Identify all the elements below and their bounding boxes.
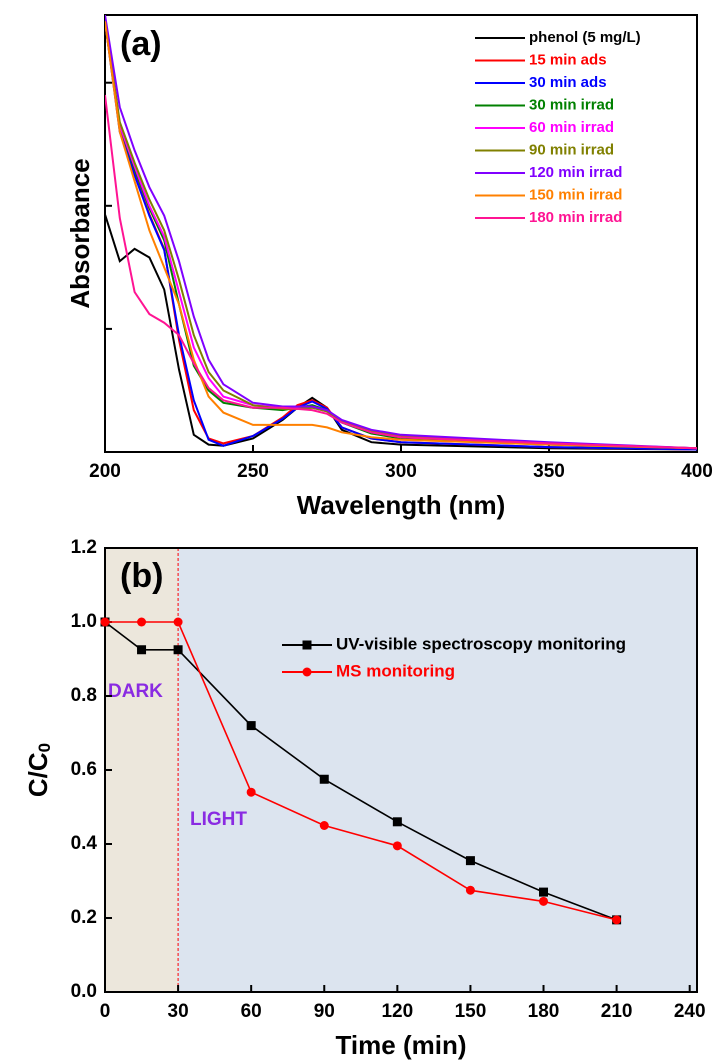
marker [173,645,183,655]
series-line [105,94,697,450]
x-axis-label: Time (min) [336,1030,467,1060]
x-tick-label: 200 [89,461,121,482]
x-tick-label: 90 [314,1001,335,1022]
x-tick-label: 30 [168,1001,189,1022]
y-tick-label: 0.4 [71,833,98,854]
series-line [105,15,697,450]
x-tick-label: 0 [100,1001,111,1022]
marker [465,885,475,895]
legend-label: 30 min ads [529,74,607,91]
panel-label: (a) [120,25,162,63]
series-line [105,214,697,451]
x-tick-label: 210 [601,1001,633,1022]
y-tick-label: 0.0 [71,981,97,1002]
marker [465,856,475,866]
x-tick-label: 300 [385,461,417,482]
marker [539,887,549,897]
legend-label: 120 min irrad [529,164,622,181]
region-label: DARK [108,681,163,702]
legend-marker [302,640,312,650]
legend-label: UV-visible spectroscopy monitoring [336,634,626,653]
y-tick-label: 0.8 [71,685,97,706]
y-axis-label-main: C/C [23,752,53,797]
marker [319,821,329,830]
marker [246,787,256,797]
legend-marker [302,667,312,677]
marker [392,817,402,827]
y-axis-label-main: Absorbance [65,158,95,308]
marker [246,721,256,731]
y-tick-label: 0.6 [71,759,97,780]
legend-label: phenol (5 mg/L) [529,29,641,46]
x-tick-label: 350 [533,461,565,482]
marker [539,896,549,906]
x-tick-label: 250 [237,461,269,482]
x-tick-label: 60 [241,1001,262,1022]
marker [137,617,147,627]
legend-label: 90 min irrad [529,141,614,158]
series-line [105,21,697,450]
series-line [105,21,697,451]
marker [612,915,622,925]
series-line [105,21,697,450]
legend-label: 180 min irrad [529,209,622,226]
series-line [105,21,697,450]
x-axis-label: Wavelength (nm) [297,490,505,520]
plot-frame [104,14,698,453]
legend-label: 30 min irrad [529,96,614,113]
x-tick-label: 180 [528,1001,560,1022]
x-tick-label: 240 [674,1001,706,1022]
marker [137,645,147,655]
y-tick-label: 1.2 [71,537,97,558]
y-axis-label: C/C0 [23,743,55,797]
y-tick-label: 1.0 [71,611,97,632]
marker [100,617,110,627]
panel-label: (b) [120,557,163,595]
legend-label: 60 min irrad [529,119,614,136]
region [105,548,179,992]
region [178,548,697,992]
series-line [105,21,697,451]
legend-label: 15 min ads [529,51,607,68]
x-tick-label: 120 [381,1001,413,1022]
marker [392,841,402,851]
y-axis-label-sub: 0 [35,743,54,752]
legend-label: 150 min irrad [529,186,622,203]
y-axis-label: Absorbance [65,158,95,308]
marker [173,617,183,627]
legend-label: MS monitoring [336,661,455,680]
y-tick-label: 0.2 [71,907,97,928]
x-tick-label: 400 [681,461,713,482]
marker [319,774,329,784]
x-tick-label: 150 [455,1001,487,1022]
region-label: LIGHT [190,809,247,830]
series-line [105,21,697,450]
